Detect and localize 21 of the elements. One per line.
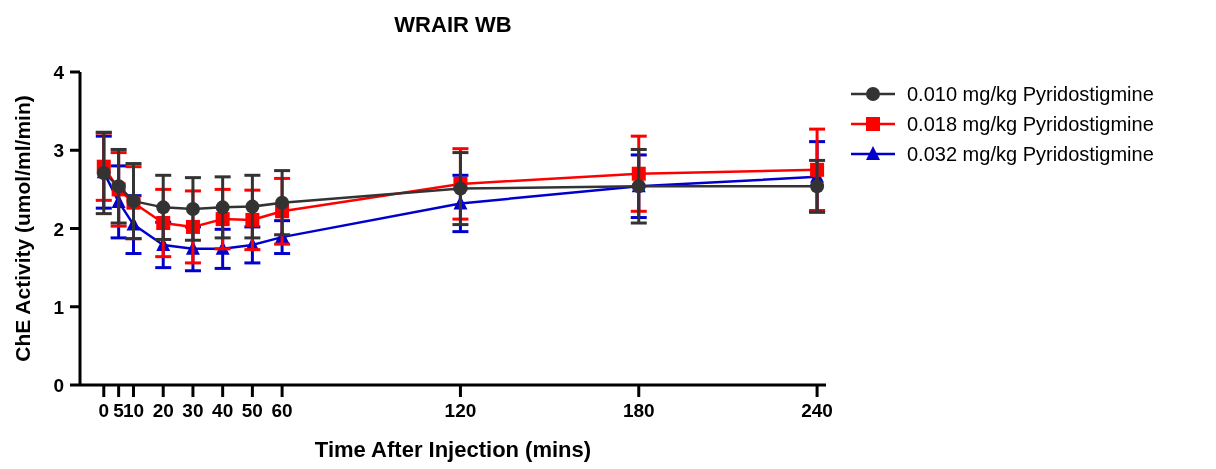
legend-label: 0.032 mg/kg Pyridostigmine: [907, 143, 1154, 165]
y-axis-title: ChE Activity (umol/ml/min): [11, 95, 34, 362]
y-tick-label: 2: [53, 218, 64, 240]
y-tick-label: 4: [53, 62, 65, 83]
x-tick-label: 20: [152, 400, 174, 421]
x-tick-label: 5: [113, 400, 125, 421]
x-tick-label: 50: [241, 400, 263, 421]
x-tick-label: 60: [271, 400, 293, 421]
x-tick-label: 180: [622, 400, 655, 421]
y-tick-label: 3: [53, 140, 64, 162]
x-tick-label: 120: [444, 400, 477, 421]
x-axis-title: Time After Injection (mins): [314, 437, 592, 462]
y-tick-label: 1: [53, 296, 65, 318]
x-tick-label: 0: [98, 400, 110, 421]
x-tick-label: 40: [212, 400, 234, 421]
legend-label: 0.010 mg/kg Pyridostigmine: [907, 83, 1154, 105]
y-tick-label: 0: [53, 375, 64, 396]
chart-title: WRAIR WB: [394, 12, 512, 37]
x-tick-label: 30: [182, 400, 204, 421]
x-tick-label: 240: [801, 400, 833, 421]
legend-label: 0.018 mg/kg Pyridostigmine: [907, 113, 1154, 135]
